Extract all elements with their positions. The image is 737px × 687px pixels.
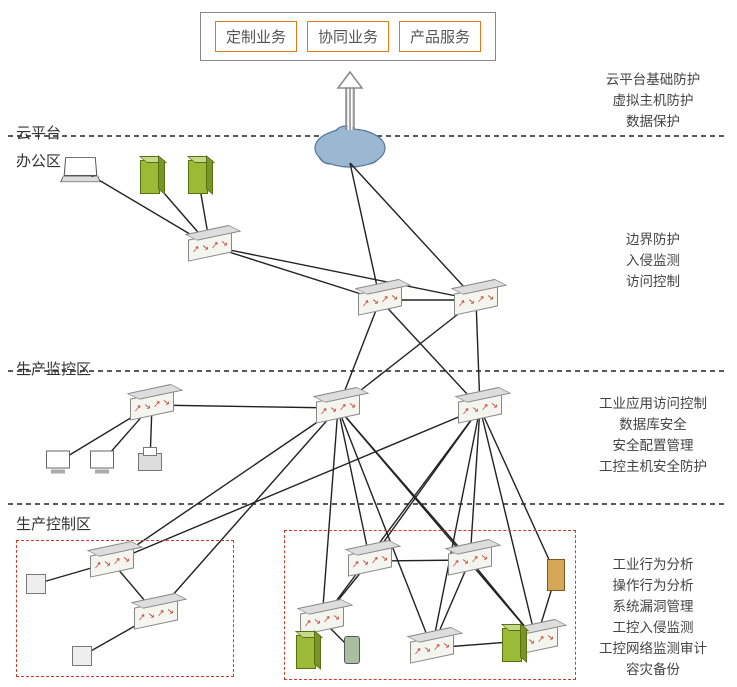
switch-icon: ↗↘↗↘ [410,637,454,659]
annotation-line: 入侵监测 [578,251,728,272]
annotation-line: 数据库安全 [578,415,728,436]
annotation-line: 数据保护 [578,112,728,133]
server-icon [140,160,160,194]
annotation-line: 工控主机安全防护 [578,457,728,478]
switch-icon: ↗↘↗↘ [358,289,402,311]
zone-label: 云平台 [16,122,61,143]
annotation-line: 工控入侵监测 [578,618,728,639]
zone-label: 生产控制区 [16,513,91,534]
annotation-line: 虚拟主机防护 [578,91,728,112]
switch-icon: ↗↘↗↘ [300,609,344,631]
smallbox-icon [72,646,92,666]
annotation-line: 工业应用访问控制 [578,394,728,415]
annotation-line: 工业行为分析 [578,555,728,576]
switch-icon: ↗↘↗↘ [448,549,492,571]
annotation-line: 操作行为分析 [578,576,728,597]
server-icon [296,635,316,669]
hmi-icon [344,636,360,664]
server-icon [188,160,208,194]
annotation-line: 安全配置管理 [578,436,728,457]
annotation-line: 访问控制 [578,272,728,293]
laptop-icon [65,156,100,184]
rack-icon [547,559,565,591]
service-btn-2: 产品服务 [399,21,481,52]
service-btn-1: 协同业务 [307,21,389,52]
annotation-block-3: 工业行为分析操作行为分析系统漏洞管理工控入侵监测工控网络监测审计容灾备份 [578,555,728,681]
switch-icon: ↗↘↗↘ [458,397,502,419]
annotation-line: 容灾备份 [578,660,728,681]
switch-icon: ↗↘↗↘ [316,397,360,419]
switch-icon: ↗↘↗↘ [134,603,178,625]
switch-icon: ↗↘↗↘ [348,550,392,572]
annotation-line: 云平台基础防护 [578,70,728,91]
switch-icon: ↗↘↗↘ [454,289,498,311]
switch-icon: ↗↘↗↘ [130,394,174,416]
smallbox-icon [26,574,46,594]
zone-label: 办公区 [16,150,61,171]
switch-icon: ↗↘↗↘ [188,235,232,257]
annotation-block-2: 工业应用访问控制数据库安全安全配置管理工控主机安全防护 [578,394,728,478]
zone-label: 生产监控区 [16,358,91,379]
switch-icon: ↗↘↗↘ [90,551,134,573]
service-btn-0: 定制业务 [215,21,297,52]
pc-icon [46,451,70,474]
annotation-block-0: 云平台基础防护虚拟主机防护数据保护 [578,70,728,133]
server-icon [502,628,522,662]
annotation-line: 工控网络监测审计 [578,639,728,660]
cloud-icon [315,126,385,167]
annotation-line: 边界防护 [578,230,728,251]
pc-icon [90,451,114,474]
annotation-line: 系统漏洞管理 [578,597,728,618]
annotation-block-1: 边界防护入侵监测访问控制 [578,230,728,293]
printer-icon [138,453,162,471]
services-box: 定制业务协同业务产品服务 [200,12,496,61]
